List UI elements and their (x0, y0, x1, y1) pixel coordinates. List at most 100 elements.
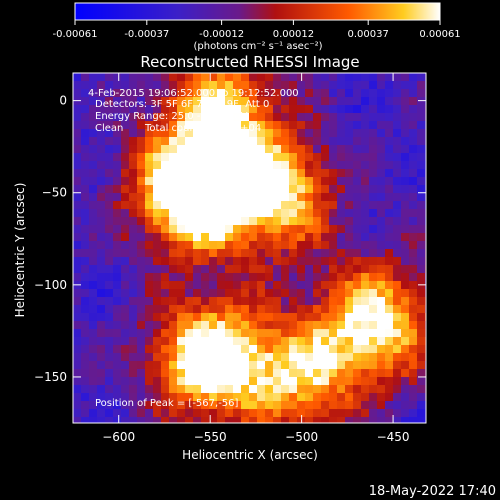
heatmap-cell (97, 361, 105, 369)
heatmap-cell (329, 345, 337, 353)
heatmap-cell (257, 137, 265, 145)
heatmap-cell (105, 113, 113, 121)
heatmap-cell (313, 209, 321, 217)
heatmap-cell (113, 337, 121, 345)
heatmap-cell (337, 273, 345, 281)
heatmap-cell (201, 409, 209, 417)
heatmap-cell (121, 97, 129, 105)
heatmap-cell (289, 369, 297, 377)
heatmap-cell (249, 417, 257, 423)
heatmap-cell (377, 409, 385, 417)
heatmap-cell (417, 89, 425, 97)
heatmap-cell (313, 153, 321, 161)
heatmap-cell (137, 217, 145, 225)
heatmap-cell (217, 153, 225, 161)
heatmap-cell (113, 169, 121, 177)
heatmap-cell (401, 345, 409, 353)
heatmap-cell (217, 121, 225, 129)
heatmap-cell (361, 313, 369, 321)
heatmap-cell (169, 393, 177, 401)
heatmap-cell (225, 369, 233, 377)
heatmap-cell (121, 225, 129, 233)
heatmap-cell (385, 89, 393, 97)
heatmap-cell (289, 177, 297, 185)
heatmap-cell (137, 129, 145, 137)
heatmap-cell (401, 201, 409, 209)
heatmap-cell (73, 137, 81, 145)
heatmap-cell (105, 169, 113, 177)
heatmap-cell (233, 73, 241, 81)
heatmap-cell (145, 193, 153, 201)
heatmap-cell (345, 321, 353, 329)
heatmap-cell (97, 81, 105, 89)
heatmap-cell (97, 121, 105, 129)
heatmap-cell (145, 185, 153, 193)
heatmap-cell (393, 297, 401, 305)
heatmap-cell (177, 105, 185, 113)
heatmap-cell (377, 345, 385, 353)
heatmap-cell (345, 89, 353, 97)
heatmap-cell (321, 321, 329, 329)
heatmap-cell (169, 385, 177, 393)
heatmap-cell (185, 353, 193, 361)
heatmap-cell (353, 377, 361, 385)
heatmap-cell (137, 153, 145, 161)
heatmap-cell (113, 145, 121, 153)
heatmap-cell (105, 409, 113, 417)
heatmap-cell (297, 369, 305, 377)
heatmap-cell (185, 105, 193, 113)
heatmap-cell (337, 241, 345, 249)
detectors-annotation: Detectors: 3F 5F 6F 7F 8F 9F, Att 0 (95, 99, 269, 110)
heatmap-cell (409, 401, 417, 409)
heatmap-cell (177, 337, 185, 345)
heatmap-cell (401, 233, 409, 241)
heatmap-cell (161, 289, 169, 297)
heatmap-cell (241, 153, 249, 161)
heatmap-cell (217, 201, 225, 209)
heatmap-cell (345, 217, 353, 225)
heatmap-cell (89, 73, 97, 81)
heatmap-cell (201, 417, 209, 423)
heatmap-cell (393, 281, 401, 289)
heatmap-cell (161, 369, 169, 377)
heatmap-cell (153, 121, 161, 129)
heatmap-cell (177, 153, 185, 161)
heatmap-cell (73, 345, 81, 353)
heatmap-cell (329, 297, 337, 305)
heatmap-cell (313, 105, 321, 113)
heatmap-cell (361, 113, 369, 121)
heatmap-cell (225, 193, 233, 201)
heatmap-cell (201, 217, 209, 225)
heatmap-cell (409, 233, 417, 241)
heatmap-cell (369, 361, 377, 369)
heatmap-cell (193, 385, 201, 393)
heatmap-cell (273, 161, 281, 169)
heatmap-cell (177, 377, 185, 385)
heatmap-cell (233, 313, 241, 321)
heatmap-cell (153, 305, 161, 313)
heatmap-cell (97, 265, 105, 273)
heatmap-cell (273, 297, 281, 305)
heatmap-cell (209, 273, 217, 281)
heatmap-cell (385, 129, 393, 137)
heatmap-cell (385, 233, 393, 241)
heatmap-cell (265, 185, 273, 193)
heatmap-cell (273, 313, 281, 321)
heatmap-cell (417, 313, 425, 321)
heatmap-cell (145, 209, 153, 217)
heatmap-cell (289, 89, 297, 97)
heatmap-cell (337, 201, 345, 209)
heatmap-cell (265, 217, 273, 225)
heatmap-cell (305, 209, 313, 217)
heatmap-cell (321, 345, 329, 353)
heatmap-cell (361, 81, 369, 89)
heatmap-cell (353, 249, 361, 257)
heatmap-cell (145, 289, 153, 297)
heatmap-cell (105, 305, 113, 313)
heatmap-cell (193, 185, 201, 193)
heatmap-cell (217, 113, 225, 121)
heatmap-cell (265, 169, 273, 177)
heatmap-cell (353, 313, 361, 321)
heatmap-cell (177, 313, 185, 321)
heatmap-cell (137, 281, 145, 289)
